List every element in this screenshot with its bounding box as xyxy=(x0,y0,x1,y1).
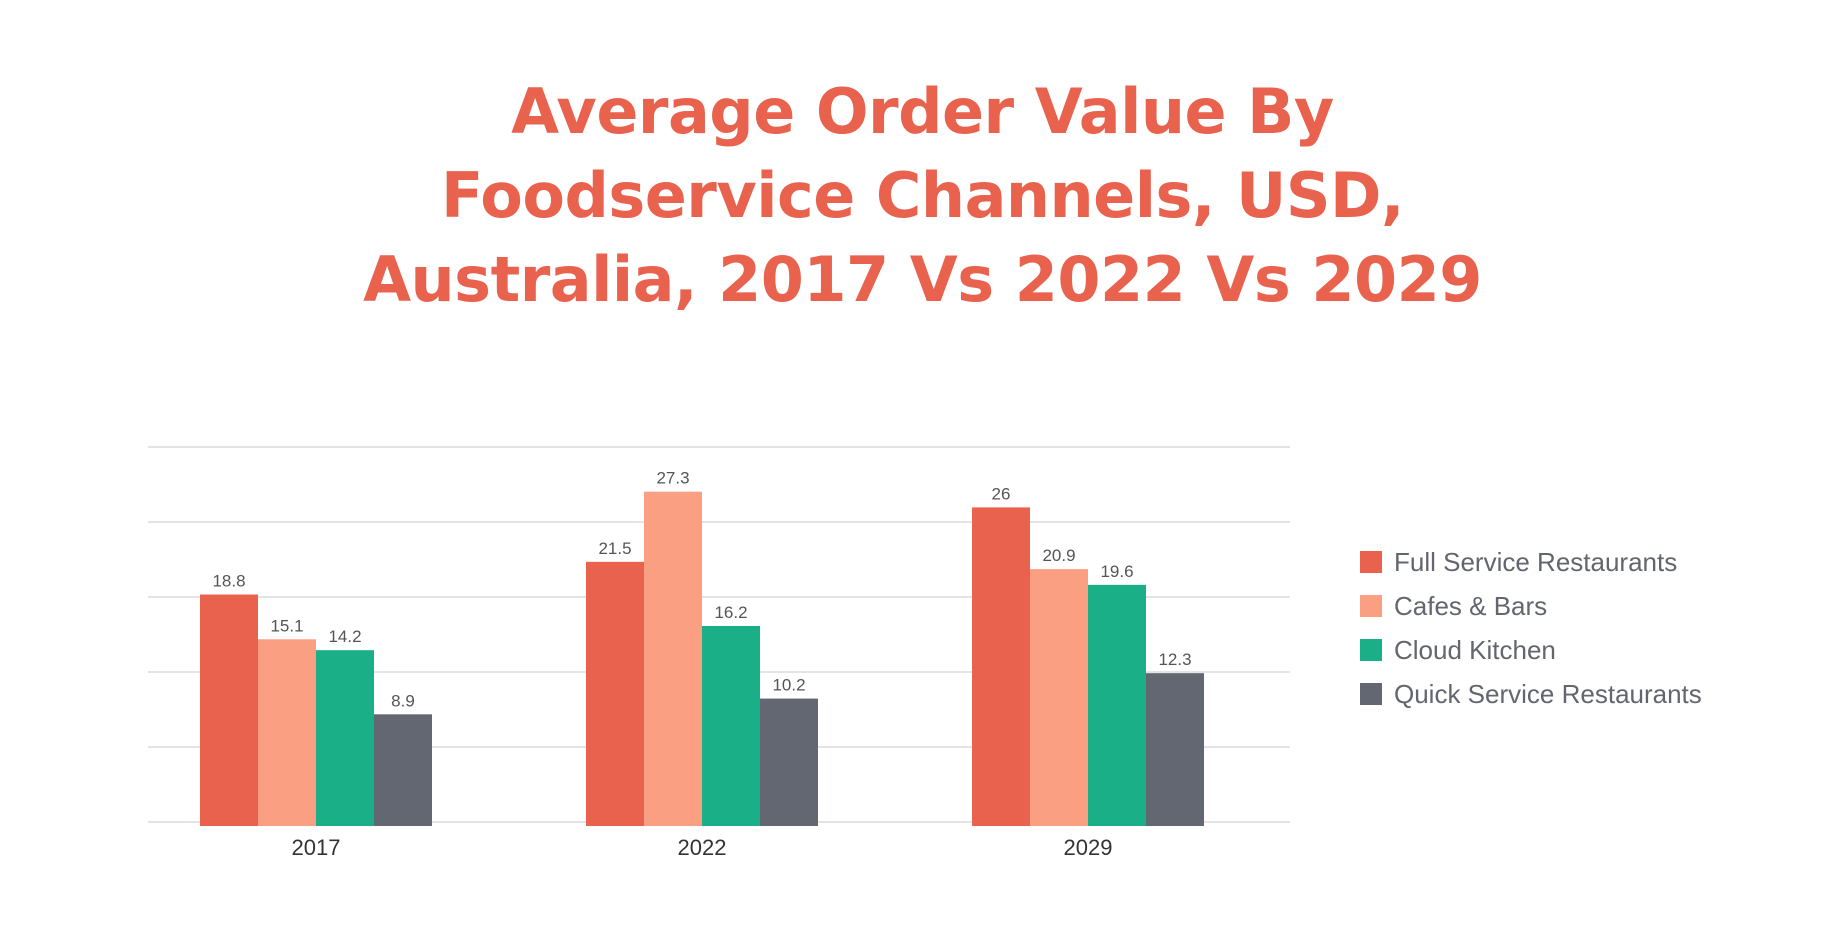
data-label: 19.6 xyxy=(1100,562,1133,581)
legend-item-cloud-kitchen: Cloud Kitchen xyxy=(1360,628,1702,672)
legend-item-cafes-bars: Cafes & Bars xyxy=(1360,584,1702,628)
bar xyxy=(1088,584,1146,826)
bar xyxy=(1030,569,1088,826)
bar xyxy=(258,639,316,826)
data-label: 8.9 xyxy=(391,691,415,710)
legend-item-full-service: Full Service Restaurants xyxy=(1360,540,1702,584)
bar xyxy=(702,625,760,826)
legend-swatch xyxy=(1360,639,1382,661)
legend-item-quick-service: Quick Service Restaurants xyxy=(1360,672,1702,716)
legend-label: Cloud Kitchen xyxy=(1394,634,1556,665)
chart-title: Average Order Value By Foodservice Chann… xyxy=(0,70,1845,322)
legend-label: Cafes & Bars xyxy=(1394,590,1548,621)
legend-swatch xyxy=(1360,683,1382,705)
bar xyxy=(316,650,374,826)
bar xyxy=(374,714,432,826)
data-label: 12.3 xyxy=(1158,650,1191,669)
bar xyxy=(760,698,818,826)
data-label: 21.5 xyxy=(598,539,631,558)
legend-swatch xyxy=(1360,595,1382,617)
legend-label: Full Service Restaurants xyxy=(1394,546,1678,577)
data-label: 15.1 xyxy=(270,616,303,635)
category-label: 2029 xyxy=(1064,835,1113,860)
chart-title-line-1: Average Order Value By xyxy=(511,75,1334,148)
data-label: 14.2 xyxy=(328,627,361,646)
data-label: 16.2 xyxy=(714,603,747,622)
bar xyxy=(200,594,258,826)
data-label: 27.3 xyxy=(656,469,689,488)
chart-legend: Full Service Restaurants Cafes & Bars Cl… xyxy=(1360,540,1702,716)
data-label: 10.2 xyxy=(772,676,805,695)
category-label: 2017 xyxy=(292,835,341,860)
chart-title-line-2: Foodservice Channels, USD, xyxy=(440,159,1405,232)
data-label: 20.9 xyxy=(1042,546,1075,565)
category-label: 2022 xyxy=(678,835,727,860)
bar xyxy=(1146,673,1204,826)
chart-title-line-3: Australia, 2017 Vs 2022 Vs 2029 xyxy=(363,243,1482,316)
bar xyxy=(972,507,1030,826)
bar xyxy=(586,561,644,826)
legend-label: Quick Service Restaurants xyxy=(1394,678,1702,709)
data-label: 26 xyxy=(992,484,1011,503)
data-label: 18.8 xyxy=(212,572,245,591)
bar xyxy=(644,491,702,826)
legend-swatch xyxy=(1360,551,1382,573)
